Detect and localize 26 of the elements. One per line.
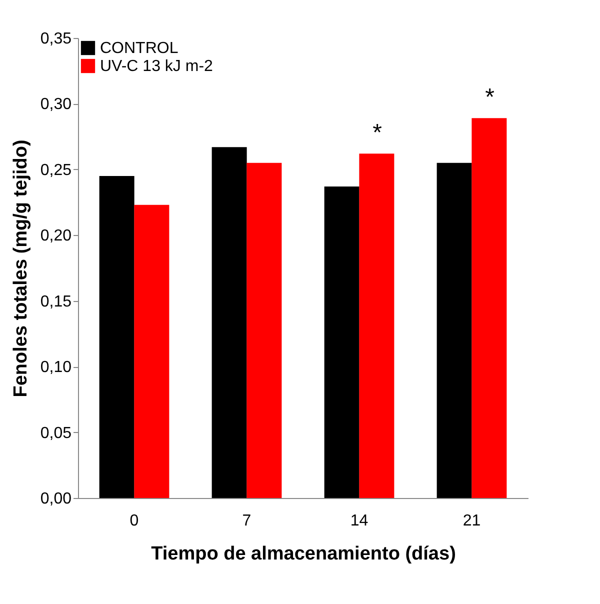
y-tick-label: 0,05 [40,424,72,442]
bar [324,186,360,498]
x-tick-label: 7 [242,512,252,530]
legend-label: UV-C 13 kJ m-2 [100,58,214,75]
annotation: * [485,84,494,112]
bar [134,204,170,498]
y-tick-label: 0,10 [40,359,72,376]
annotation: * [372,120,382,147]
bar [472,118,507,498]
y-tick-label: 0,35 [40,30,72,48]
x-axis-title: Tiempo de almacenamiento (días) [151,544,456,564]
y-tick-label: 0,15 [40,293,72,310]
legend-label: CONTROL [100,40,178,57]
bar [359,154,394,498]
x-tick-label: 0 [130,512,139,530]
y-axis-title: Fenoles totales (mg/g tejido) [10,140,32,398]
bar [436,162,472,498]
y-tick-label: 0,00 [40,490,72,508]
x-tick-label: 21 [462,512,481,530]
bar [99,176,134,498]
bar [212,147,247,498]
y-tick-label: 0,20 [40,228,72,245]
y-tick-label: 0,25 [40,162,72,179]
bar [246,162,282,498]
x-tick-label: 14 [350,512,368,530]
y-tick-label: 0,30 [40,96,72,114]
